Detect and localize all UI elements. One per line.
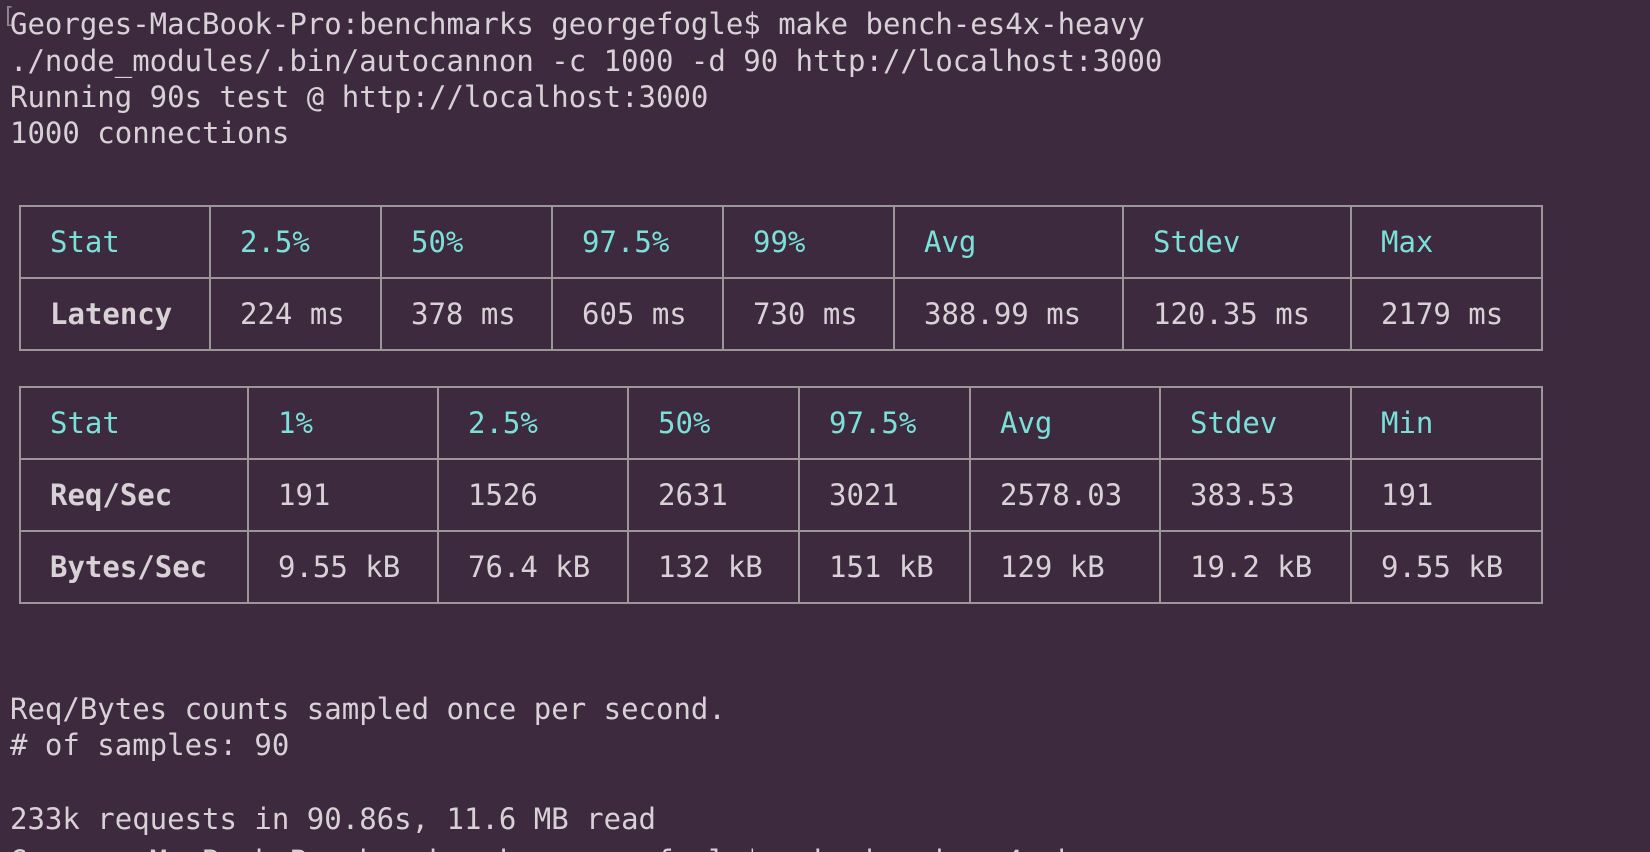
table-cell: 9.55 kB	[247, 530, 439, 604]
line-marker-icon: [	[2, 4, 16, 29]
table-cell: 605 ms	[551, 277, 724, 351]
summary-line: 233k requests in 90.86s, 11.6 MB read	[10, 802, 657, 836]
row-label: Bytes/Sec	[19, 530, 249, 604]
table-cell: 2179 ms	[1350, 277, 1543, 351]
connections-line: 1000 connections	[10, 116, 290, 150]
header-cell: Stat	[19, 205, 211, 279]
header-cell: Stat	[19, 386, 249, 460]
header-cell: 99%	[722, 205, 895, 279]
table-cell: 9.55 kB	[1350, 530, 1543, 604]
row-label: Req/Sec	[19, 458, 249, 532]
table-cell: 388.99 ms	[893, 277, 1124, 351]
table-cell: 76.4 kB	[437, 530, 629, 604]
table-cell: 191	[1350, 458, 1543, 532]
throughput-table: Stat 1% 2.5% 50% 97.5% Avg Stdev Min Req…	[19, 386, 1543, 604]
header-cell: Stdev	[1159, 386, 1352, 460]
table-cell: 383.53	[1159, 458, 1352, 532]
table-row: Latency 224 ms 378 ms 605 ms 730 ms 388.…	[19, 277, 1543, 351]
table-cell: 3021	[798, 458, 971, 532]
table-row: Bytes/Sec 9.55 kB 76.4 kB 132 kB 151 kB …	[19, 530, 1543, 604]
header-cell: Min	[1350, 386, 1543, 460]
header-cell: 50%	[627, 386, 800, 460]
command-line: ./node_modules/.bin/autocannon -c 1000 -…	[10, 44, 1163, 78]
throughput-header-row: Stat 1% 2.5% 50% 97.5% Avg Stdev Min	[19, 386, 1543, 460]
table-cell: 2578.03	[969, 458, 1161, 532]
header-cell: 2.5%	[209, 205, 382, 279]
row-label: Latency	[19, 277, 211, 351]
next-prompt-line: Georges-MacBook-Pro:benchmarks georgefog…	[0, 840, 1650, 852]
table-cell: 132 kB	[627, 530, 800, 604]
header-cell: 1%	[247, 386, 439, 460]
latency-header-row: Stat 2.5% 50% 97.5% 99% Avg Stdev Max	[19, 205, 1543, 279]
table-row: Req/Sec 191 1526 2631 3021 2578.03 383.5…	[19, 458, 1543, 532]
samples-line: # of samples: 90	[10, 728, 290, 762]
latency-table: Stat 2.5% 50% 97.5% 99% Avg Stdev Max La…	[19, 205, 1543, 351]
sampled-line: Req/Bytes counts sampled once per second…	[10, 692, 726, 726]
header-cell: 97.5%	[551, 205, 724, 279]
table-cell: 730 ms	[722, 277, 895, 351]
table-cell: 129 kB	[969, 530, 1161, 604]
running-line: Running 90s test @ http://localhost:3000	[10, 80, 709, 114]
table-cell: 191	[247, 458, 439, 532]
table-cell: 19.2 kB	[1159, 530, 1352, 604]
table-cell: 224 ms	[209, 277, 382, 351]
header-cell: Stdev	[1122, 205, 1352, 279]
header-cell: 97.5%	[798, 386, 971, 460]
table-cell: 151 kB	[798, 530, 971, 604]
header-cell: Avg	[893, 205, 1124, 279]
table-cell: 1526	[437, 458, 629, 532]
header-cell: Max	[1350, 205, 1543, 279]
prompt-line: Georges-MacBook-Pro:benchmarks georgefog…	[10, 7, 1145, 41]
header-cell: Avg	[969, 386, 1161, 460]
header-cell: 50%	[380, 205, 553, 279]
header-cell: 2.5%	[437, 386, 629, 460]
table-cell: 378 ms	[380, 277, 553, 351]
table-cell: 2631	[627, 458, 800, 532]
table-cell: 120.35 ms	[1122, 277, 1352, 351]
